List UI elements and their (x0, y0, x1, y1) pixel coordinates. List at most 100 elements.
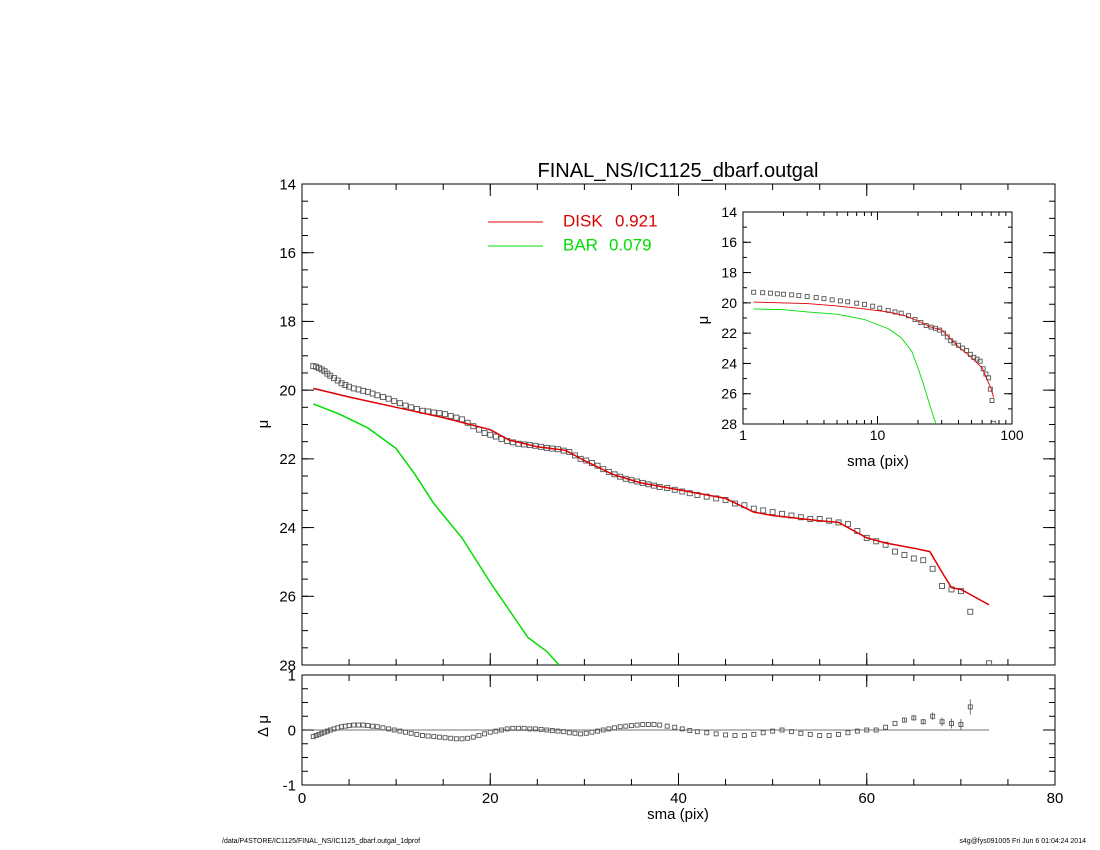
main-data-point (750, 505, 757, 512)
resid-data-point (391, 727, 397, 733)
inset-data-point (821, 296, 827, 302)
resid-data-point (370, 723, 376, 729)
inset-data-point (989, 398, 995, 403)
main-data-point (686, 490, 693, 497)
resid-data-point (911, 715, 917, 721)
inset-y-tick-label: 26 (721, 386, 737, 402)
inset-data-point (768, 290, 773, 296)
inset-data-point (944, 334, 950, 340)
inset-y-label: μ (695, 316, 712, 325)
main-data-point (436, 410, 443, 417)
resid-data-point (583, 730, 589, 736)
main-data-point (402, 402, 409, 409)
resid-data-point (532, 726, 538, 732)
inset-data-point (789, 292, 795, 298)
resid-data-point (939, 719, 945, 725)
resid-data-point (826, 733, 832, 738)
inset-y-tick-label: 22 (721, 325, 737, 341)
main-data-point (986, 660, 993, 665)
resid-plot-area (310, 699, 973, 742)
resid-data-point (845, 730, 851, 736)
resid-data-point (930, 713, 936, 719)
inset-data-point (837, 298, 843, 304)
inset-data-point (751, 289, 757, 295)
resid-data-point (920, 719, 926, 725)
inset-bar-line (753, 308, 937, 424)
main-data-point (760, 507, 767, 514)
inset-data-point (829, 297, 835, 303)
resid-data-point (436, 734, 442, 740)
resid-x-tick-label: 0 (298, 790, 306, 807)
resid-data-point (634, 722, 640, 728)
footer-file-path: /data/P4STORE/IC1125/FINAL_NS/IC1125_dba… (222, 838, 421, 845)
resid-data-point (504, 726, 510, 732)
resid-data-point (612, 725, 617, 731)
resid-data-point (732, 733, 738, 738)
resid-y-tick-label: -1 (283, 777, 296, 794)
resid-data-point (713, 731, 719, 737)
main-data-point (379, 394, 386, 400)
resid-data-point (958, 722, 964, 727)
resid-data-point (651, 722, 657, 727)
resid-data-point (807, 731, 813, 737)
resid-data-point (420, 733, 425, 738)
resid-data-point (751, 731, 757, 737)
resid-data-point (817, 733, 823, 738)
resid-data-point (365, 723, 371, 729)
resid-x-tick-label: 20 (482, 790, 499, 807)
inset-data-point (870, 303, 876, 309)
inset-data-point (941, 330, 947, 336)
inset-x-tick-label: 1 (739, 427, 747, 443)
main-data-point (967, 608, 974, 615)
main-data-point (929, 565, 936, 572)
resid-data-point (694, 729, 700, 735)
resid-data-point (374, 724, 380, 730)
residual-x-label: sma (pix) (647, 806, 709, 823)
inset-data-point (862, 301, 867, 307)
resid-data-point (386, 726, 392, 732)
resid-data-point (356, 722, 361, 728)
resid-data-point (448, 735, 454, 741)
main-data-point (892, 548, 898, 555)
inset-data-point (912, 317, 918, 322)
resid-data-point (549, 728, 555, 733)
resid-data-point (319, 730, 325, 736)
main-y-tick-label: 20 (279, 382, 296, 399)
resid-y-tick-label: 1 (288, 667, 296, 684)
resid-data-point (770, 728, 776, 734)
main-data-point (453, 414, 460, 421)
resid-data-point (572, 730, 578, 736)
resid-data-point (487, 729, 493, 735)
resid-y-tick-label: 0 (288, 722, 296, 739)
main-data-point (577, 455, 584, 462)
resid-data-point (555, 728, 561, 734)
resid-data-point (760, 730, 766, 736)
main-data-point (430, 409, 437, 416)
resid-data-point (397, 728, 403, 734)
legend: DISK 0.921 BAR 0.079 (488, 211, 658, 254)
inset-data-point (760, 290, 766, 296)
inset-data-point (892, 309, 898, 315)
inset-x-tick-label: 100 (1000, 427, 1024, 443)
main-data-point (459, 416, 465, 423)
main-data-point (694, 491, 701, 498)
main-data-point (447, 412, 454, 419)
main-bar-line (313, 403, 560, 665)
legend-bar-name: BAR (563, 235, 598, 254)
main-data-point (515, 440, 522, 447)
main-data-point (844, 521, 851, 528)
main-data-point (910, 555, 917, 562)
resid-data-point (324, 728, 330, 734)
main-data-point (374, 392, 381, 399)
main-data-point (939, 583, 945, 589)
inset-data-point (804, 294, 810, 299)
resid-data-point (380, 725, 386, 731)
resid-data-point (465, 735, 471, 741)
main-plot-area (310, 363, 993, 665)
inset-data-point (845, 299, 851, 305)
resid-data-point (499, 727, 504, 733)
main-data-point (346, 383, 353, 390)
resid-data-point (442, 735, 448, 741)
inset-data-point (906, 313, 911, 319)
resid-data-point (360, 722, 366, 728)
